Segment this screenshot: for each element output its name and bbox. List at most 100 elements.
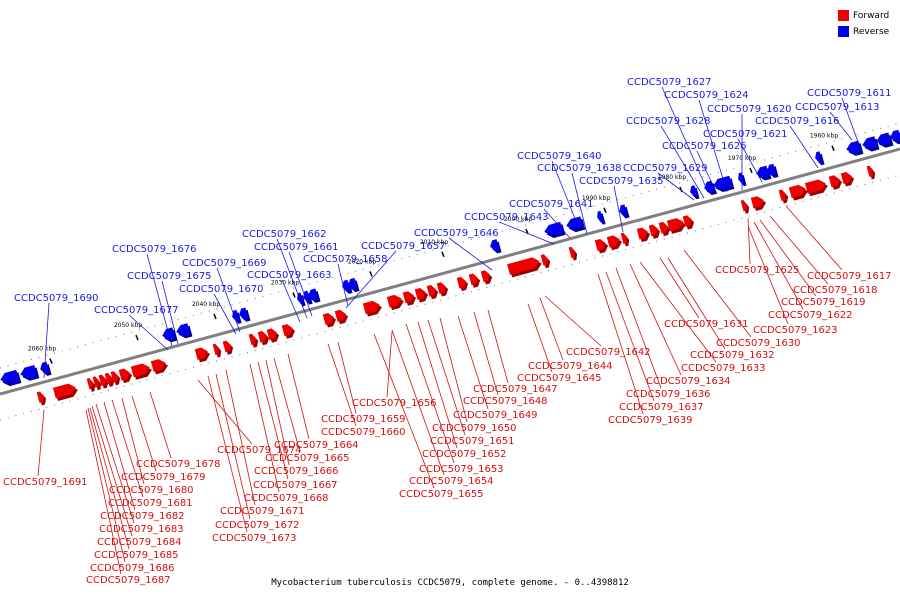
gene-body — [568, 246, 575, 259]
forward-gene-arrow — [456, 276, 469, 292]
reverse-gene-label: CCDC5079_1635 — [579, 176, 664, 187]
gene-body — [110, 371, 118, 383]
tick-label: 2050 kbp — [114, 322, 142, 329]
forward-gene-arrow — [788, 184, 808, 201]
leader-line — [337, 341, 357, 414]
reverse-gene-arrow — [0, 369, 22, 387]
leader-line — [215, 373, 251, 520]
gene-body — [815, 151, 823, 163]
reverse-gene-label: CCDC5079_1621 — [703, 129, 788, 140]
forward-gene-label: CCDC5079_1645 — [517, 373, 602, 384]
gene-body — [52, 383, 76, 399]
leader-line — [639, 261, 717, 363]
gene-body — [606, 235, 620, 248]
reverse-gene-label: CCDC5079_1677 — [94, 305, 179, 316]
reverse-gene-label: CCDC5079_1657 — [361, 241, 446, 252]
leader-line — [405, 323, 455, 464]
reverse-gene-arrow — [876, 132, 894, 148]
legend-item-forward: Forward — [838, 8, 900, 23]
forward-gene-arrow — [257, 330, 270, 346]
leader-line — [747, 225, 789, 325]
forward-gene-label: CCDC5079_1656 — [352, 398, 437, 409]
forward-gene-arrow — [36, 391, 47, 406]
gene-body — [704, 180, 715, 193]
gene-body — [788, 184, 806, 199]
forward-gene-label: CCDC5079_1667 — [253, 480, 338, 491]
gene-body — [890, 129, 900, 142]
legend-label-forward: Forward — [853, 10, 890, 21]
forward-gene-arrow — [414, 287, 429, 303]
reverse-gene-label: CCDC5079_1641 — [509, 199, 594, 210]
tick-mark — [135, 334, 139, 341]
reverse-gene-label: CCDC5079_1646 — [414, 228, 499, 239]
gene-body — [846, 140, 862, 154]
leader-line — [785, 205, 843, 271]
forward-gene-arrow — [778, 189, 789, 204]
reverse-gene-label: CCDC5079_1616 — [755, 116, 840, 127]
gene-body — [778, 189, 786, 201]
forward-gene-label: CCDC5079_1654 — [409, 476, 494, 487]
leader-line — [87, 407, 126, 563]
leader-line — [597, 273, 644, 415]
reverse-gene-arrow — [544, 221, 566, 239]
leader-line — [527, 303, 553, 373]
gene-body — [566, 216, 584, 230]
leader-line — [629, 263, 682, 376]
leader-line — [265, 359, 290, 466]
reverse-gene-arrow — [890, 129, 900, 145]
leader-line — [698, 99, 728, 193]
reverse-gene-label: CCDC5079_1626 — [662, 141, 747, 152]
reverse-gene-arrow — [862, 136, 880, 152]
gene-body — [303, 290, 311, 303]
gene-body — [828, 175, 840, 188]
reverse-gene-arrow — [756, 165, 772, 181]
leader-line — [439, 317, 468, 423]
forward-gene-label: CCDC5079_1622 — [768, 310, 853, 321]
forward-gene-arrow — [828, 175, 843, 190]
forward-gene-label: CCDC5079_1647 — [473, 384, 558, 395]
reverse-gene-label: CCDC5079_1676 — [112, 244, 197, 255]
gene-body — [620, 232, 627, 244]
gene-body — [414, 287, 426, 301]
gene-body — [86, 377, 93, 390]
leader-line — [759, 219, 817, 297]
forward-gene-arrow — [740, 199, 750, 214]
forward-gene-arrow — [426, 284, 439, 300]
forward-gene-label: CCDC5079_1686 — [90, 563, 175, 574]
genome-caption: Mycobacterium tuberculosis CCDC5079, com… — [271, 578, 629, 588]
reverse-gene-arrow — [239, 307, 251, 322]
gene-body — [876, 132, 892, 146]
gene-body — [690, 185, 698, 197]
gene-body — [104, 372, 112, 385]
gene-body — [594, 238, 606, 252]
reverse-gene-label: CCDC5079_1640 — [517, 151, 602, 162]
leader-line — [448, 237, 493, 271]
leader-line — [683, 249, 752, 338]
forward-gene-label: CCDC5079_1639 — [608, 415, 693, 426]
forward-gene-label: CCDC5079_1665 — [265, 453, 350, 464]
reverse-gene-label: CCDC5079_1690 — [14, 293, 99, 304]
leader-line — [661, 86, 709, 193]
gene-body — [118, 368, 130, 381]
reverse-gene-label: CCDC5079_1675 — [127, 271, 212, 282]
legend: Forward Reverse — [838, 8, 900, 40]
gene-body — [386, 294, 402, 308]
forward-gene-arrow — [402, 291, 417, 306]
lower-guide-line — [0, 174, 900, 421]
leader-line — [841, 97, 859, 143]
gene-body — [648, 224, 658, 237]
forward-gene-arrow — [110, 371, 121, 386]
reverse-gene-arrow — [162, 327, 178, 343]
forward-gene-arrow — [150, 359, 168, 375]
forward-gene-arrow — [92, 376, 102, 391]
tick-label: 1960 kbp — [810, 133, 838, 140]
gene-body — [767, 163, 777, 176]
forward-gene-label: CCDC5079_1630 — [716, 338, 801, 349]
gene-body — [490, 239, 500, 251]
gene-body — [597, 210, 604, 223]
tick-label: 2010 kbp — [420, 239, 448, 246]
leader-line — [225, 369, 256, 506]
reverse-gene-label: CCDC5079_1638 — [537, 163, 622, 174]
leader-line — [131, 395, 157, 472]
